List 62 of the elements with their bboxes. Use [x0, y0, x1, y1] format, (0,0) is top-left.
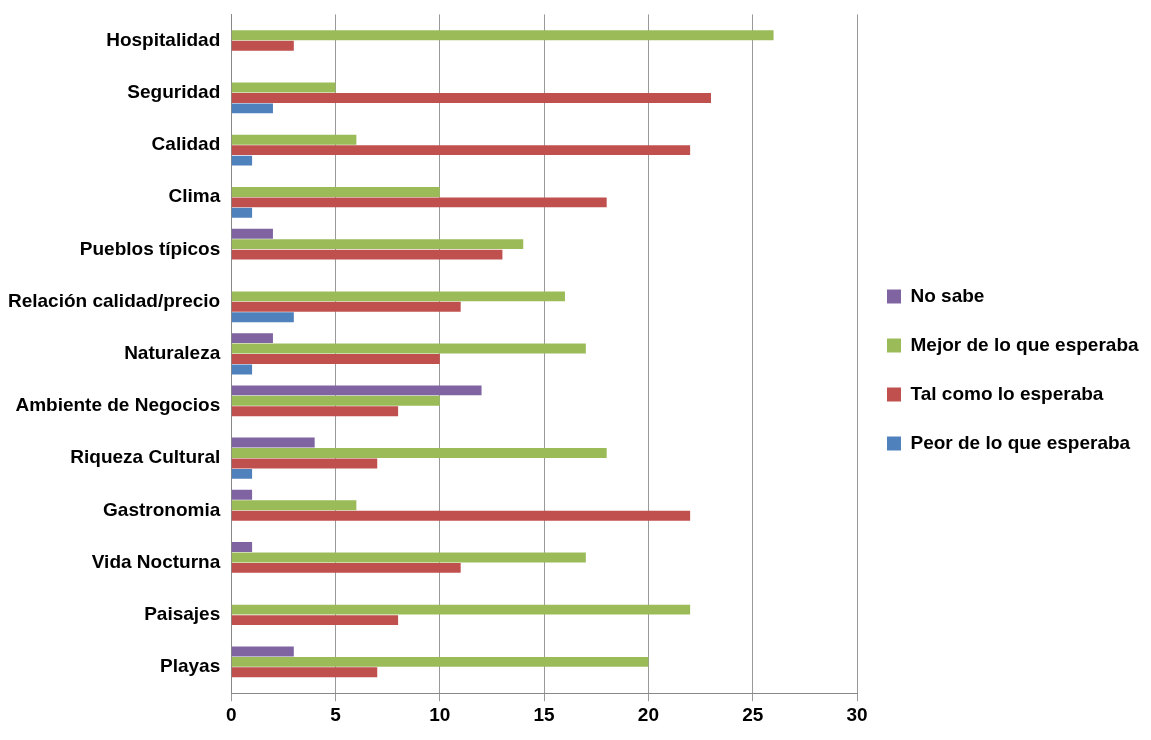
y-tick-label: Seguridad	[127, 80, 221, 102]
bar	[231, 92, 711, 103]
y-tick-label: Ambiente de Negocios	[15, 394, 221, 416]
bar	[231, 186, 440, 197]
bar	[231, 249, 503, 260]
bar	[231, 134, 357, 145]
bar	[231, 656, 649, 667]
legend-label: No sabe	[910, 284, 985, 306]
bar	[231, 197, 607, 208]
y-tick-label: Riqueza Cultural	[70, 446, 221, 468]
bar	[231, 448, 607, 458]
bar	[231, 103, 273, 114]
bar	[231, 312, 294, 323]
legend-label: Tal como lo esperaba	[910, 382, 1104, 404]
bar	[231, 385, 482, 396]
bar	[231, 145, 691, 156]
y-tick-label: Playas	[160, 655, 221, 677]
y-tick-label: Calidad	[151, 133, 221, 155]
bar	[231, 301, 461, 312]
legend-label: Mejor de lo que esperaba	[910, 333, 1139, 355]
y-tick-label: Gastronomia	[103, 498, 221, 520]
bar	[231, 468, 253, 479]
bar	[231, 406, 399, 417]
bar	[231, 552, 586, 563]
y-tick-label: Clima	[168, 185, 221, 207]
bar	[231, 82, 336, 93]
y-tick-label: Paisajes	[144, 603, 221, 625]
bar	[231, 40, 294, 51]
y-tick-label: Naturaleza	[124, 342, 221, 364]
bar	[231, 615, 399, 626]
x-tick-label: 10	[429, 703, 451, 725]
bar	[231, 354, 440, 364]
bar	[231, 542, 253, 552]
bar	[231, 604, 691, 615]
x-tick-label: 25	[742, 703, 764, 725]
y-tick-label: Relación calidad/precio	[7, 289, 221, 311]
bar	[231, 510, 691, 521]
x-tick-label: 30	[846, 703, 868, 725]
bar	[231, 30, 774, 41]
bar	[231, 500, 357, 511]
bar	[231, 646, 294, 657]
x-tick-label: 0	[225, 703, 237, 725]
x-tick-label: 20	[637, 703, 659, 725]
y-tick-label: Vida Nocturna	[91, 550, 221, 572]
bar	[231, 228, 273, 239]
bar	[231, 291, 565, 302]
y-tick-label: Pueblos típicos	[79, 237, 221, 259]
bar	[231, 437, 315, 448]
bar	[231, 239, 524, 250]
y-tick-label: Hospitalidad	[106, 28, 221, 50]
x-tick-label: 15	[533, 703, 556, 725]
x-tick-label: 5	[330, 703, 342, 725]
bar	[231, 333, 273, 344]
bar	[231, 155, 253, 166]
bar	[231, 667, 378, 678]
bar	[231, 562, 461, 573]
legend-label: Peor de lo que esperaba	[910, 431, 1131, 453]
bar	[231, 343, 586, 354]
bar	[231, 458, 378, 469]
bar	[231, 489, 253, 500]
bar	[231, 395, 440, 406]
bar	[231, 207, 253, 218]
